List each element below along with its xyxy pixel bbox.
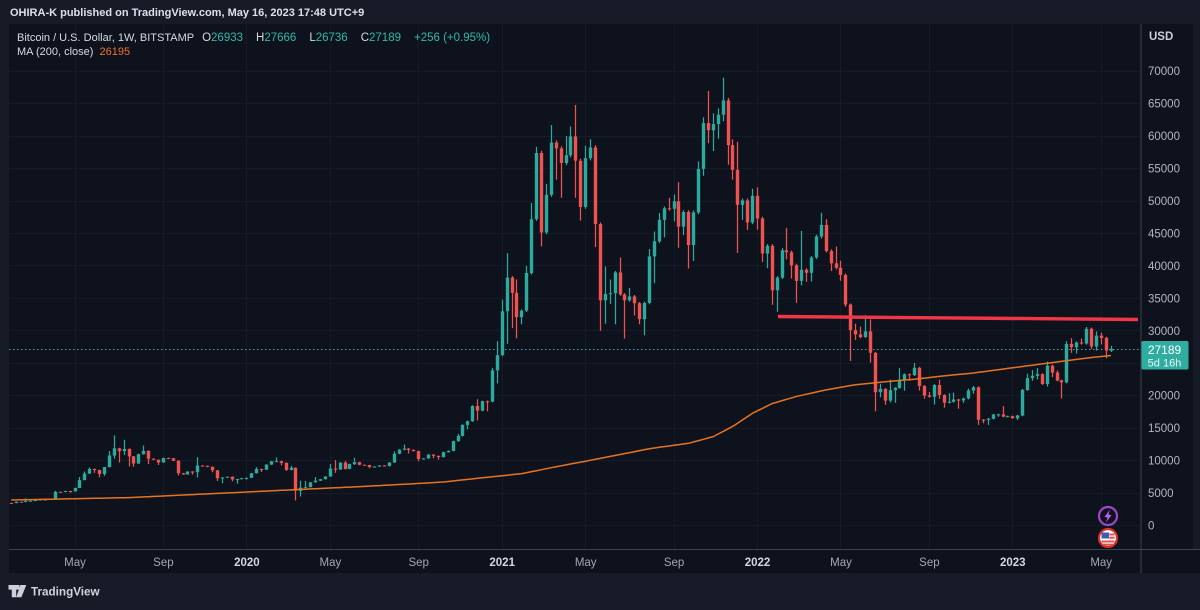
svg-text:Sep: Sep (408, 557, 428, 569)
svg-text:2020: 2020 (234, 557, 260, 569)
svg-text:27189: 27189 (1148, 343, 1182, 357)
svg-text:50000: 50000 (1148, 196, 1180, 208)
svg-text:30000: 30000 (1148, 326, 1180, 338)
svg-text:45000: 45000 (1148, 228, 1180, 240)
svg-text:May: May (575, 557, 597, 569)
svg-text:10000: 10000 (1148, 456, 1180, 468)
svg-text:May: May (64, 557, 86, 569)
svg-text:2022: 2022 (745, 557, 771, 569)
svg-text:5000: 5000 (1148, 488, 1174, 500)
svg-text:35000: 35000 (1148, 293, 1180, 305)
svg-text:2021: 2021 (489, 557, 515, 569)
svg-text:Sep: Sep (153, 557, 173, 569)
svg-text:40000: 40000 (1148, 261, 1180, 273)
svg-text:60000: 60000 (1148, 131, 1180, 143)
svg-text:15000: 15000 (1148, 423, 1180, 435)
svg-text:May: May (1090, 557, 1112, 569)
svg-text:0: 0 (1148, 521, 1154, 533)
svg-text:May: May (830, 557, 852, 569)
svg-text:May: May (320, 557, 342, 569)
svg-text:20000: 20000 (1148, 391, 1180, 403)
svg-text:Sep: Sep (919, 557, 939, 569)
svg-text:TradingView: TradingView (31, 585, 101, 598)
svg-text:5d 16h: 5d 16h (1148, 358, 1182, 370)
svg-text:USD: USD (1149, 31, 1173, 43)
svg-text:65000: 65000 (1148, 99, 1180, 111)
svg-text:2023: 2023 (1000, 557, 1026, 569)
svg-text:55000: 55000 (1148, 164, 1180, 176)
svg-text:70000: 70000 (1148, 66, 1180, 78)
svg-text:Sep: Sep (664, 557, 684, 569)
